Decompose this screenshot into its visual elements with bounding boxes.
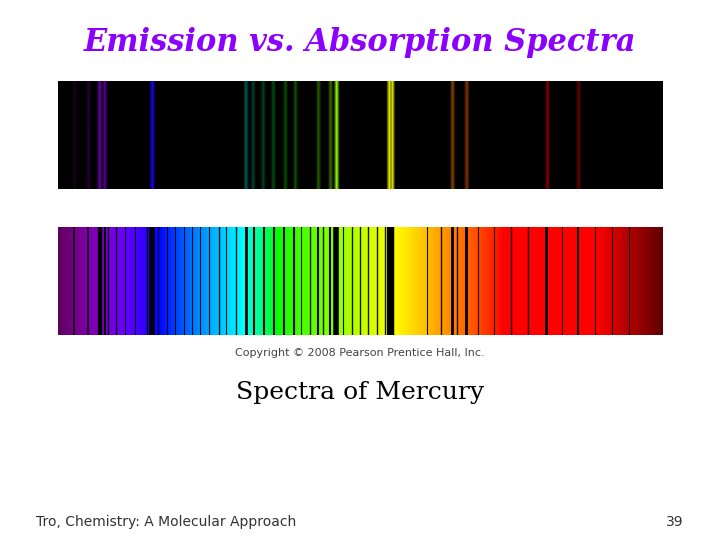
Text: Copyright © 2008 Pearson Prentice Hall, Inc.: Copyright © 2008 Pearson Prentice Hall, … [235,348,485,359]
Text: Tro, Chemistry: A Molecular Approach: Tro, Chemistry: A Molecular Approach [36,515,296,529]
Text: Spectra of Mercury: Spectra of Mercury [236,381,484,404]
Text: 39: 39 [667,515,684,529]
Text: Emission vs. Absorption Spectra: Emission vs. Absorption Spectra [84,27,636,58]
